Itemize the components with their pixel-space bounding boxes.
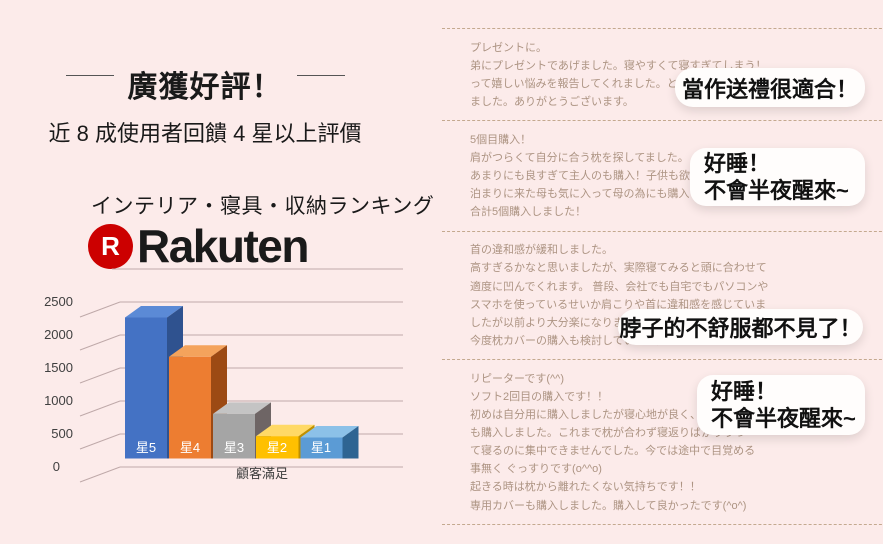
svg-text:0: 0 (53, 459, 60, 474)
svg-text:星3: 星3 (224, 440, 244, 455)
svg-text:500: 500 (51, 426, 73, 441)
svg-text:星1: 星1 (311, 440, 331, 455)
svg-text:2500: 2500 (44, 294, 73, 309)
svg-text:星5: 星5 (136, 440, 156, 455)
svg-text:1500: 1500 (44, 360, 73, 375)
svg-text:2000: 2000 (44, 327, 73, 342)
svg-text:顧客滿足: 顧客滿足 (236, 466, 288, 481)
svg-text:星2: 星2 (267, 440, 287, 455)
svg-text:1000: 1000 (44, 393, 73, 408)
svg-text:星4: 星4 (180, 440, 200, 455)
